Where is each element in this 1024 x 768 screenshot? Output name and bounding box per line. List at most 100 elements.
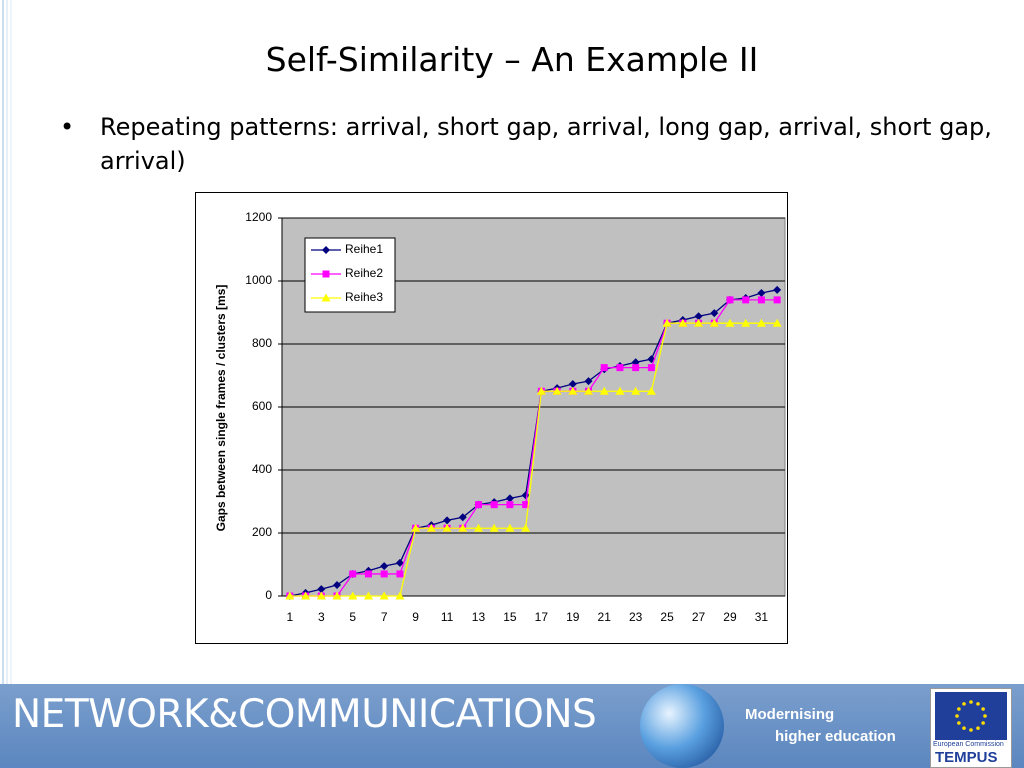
marker — [443, 516, 452, 525]
marker — [380, 562, 389, 571]
x-tick-label: 29 — [723, 610, 737, 624]
star — [983, 714, 987, 718]
x-tick-label: 3 — [318, 610, 325, 624]
marker — [505, 494, 514, 503]
legend-symbol — [322, 246, 330, 254]
marker — [710, 309, 719, 318]
y-tick-label: 0 — [265, 588, 272, 602]
marker — [349, 570, 357, 578]
x-tick-label: 23 — [629, 610, 643, 624]
legend-label: Reihe2 — [345, 266, 383, 280]
marker — [395, 558, 404, 567]
y-axis-title: Gaps between single frames / clusters [m… — [214, 285, 228, 532]
x-tick-label: 1 — [287, 610, 294, 624]
marker — [458, 523, 468, 532]
marker — [316, 591, 326, 600]
marker — [694, 312, 703, 321]
marker — [301, 591, 311, 600]
star — [981, 707, 985, 711]
marker — [379, 591, 389, 600]
y-tick-label: 200 — [252, 525, 272, 539]
x-tick-label: 17 — [535, 610, 549, 624]
marker — [725, 318, 735, 327]
marker — [490, 501, 498, 509]
marker — [773, 285, 782, 294]
x-tick-label: 11 — [441, 610, 454, 624]
tempus-logo: European Commission TEMPUS — [930, 688, 1012, 768]
footer-tagline: Modernising — [745, 706, 835, 723]
marker — [505, 523, 515, 532]
marker — [522, 501, 530, 509]
marker — [615, 386, 625, 395]
x-tick-label: 19 — [566, 610, 580, 624]
logo-name: TEMPUS — [935, 749, 998, 766]
marker — [333, 580, 342, 589]
x-tick-label: 15 — [503, 610, 517, 624]
y-tick-label: 400 — [252, 462, 272, 476]
marker — [599, 386, 609, 395]
marker — [380, 570, 388, 578]
slide-title: Self-Similarity – An Example II — [265, 40, 759, 79]
marker — [772, 318, 782, 327]
star — [976, 726, 980, 730]
marker — [458, 513, 467, 522]
marker — [757, 296, 765, 304]
marker — [568, 380, 577, 389]
x-tick-label: 27 — [692, 610, 706, 624]
marker — [631, 386, 641, 395]
x-tick-label: 9 — [412, 610, 419, 624]
footer: NETWORK&COMMUNICATIONS Modernising highe… — [0, 684, 1024, 768]
y-tick-label: 1200 — [245, 210, 272, 224]
marker — [396, 570, 404, 578]
marker — [364, 570, 372, 578]
x-tick-label: 13 — [472, 610, 486, 624]
marker — [756, 318, 766, 327]
marker — [757, 288, 766, 297]
x-tick-label: 7 — [381, 610, 388, 624]
y-tick-label: 800 — [252, 336, 272, 350]
star — [969, 728, 973, 732]
marker — [489, 523, 499, 532]
marker — [521, 523, 531, 532]
marker — [584, 386, 594, 395]
marker — [632, 364, 640, 372]
globe-icon — [640, 684, 724, 768]
marker — [584, 377, 593, 386]
eu-flag — [935, 692, 1007, 740]
marker — [773, 296, 781, 304]
star — [981, 721, 985, 725]
marker — [474, 501, 482, 509]
marker — [395, 591, 405, 600]
marker — [317, 585, 326, 594]
marker — [662, 318, 672, 327]
marker — [568, 386, 578, 395]
marker — [741, 318, 751, 327]
star — [962, 702, 966, 706]
star — [962, 726, 966, 730]
y-tick-label: 1000 — [245, 273, 272, 287]
star — [955, 714, 959, 718]
legend-marker — [322, 246, 330, 254]
marker — [552, 386, 562, 395]
star — [957, 721, 961, 725]
marker — [473, 523, 483, 532]
logo-caption: European Commission — [933, 741, 1004, 748]
footer-tagline: higher education — [775, 728, 896, 745]
marker — [411, 523, 421, 532]
legend-label: Reihe3 — [345, 290, 383, 304]
marker — [348, 591, 358, 600]
marker — [647, 364, 655, 372]
marker — [332, 591, 342, 600]
marker — [285, 591, 295, 600]
marker — [506, 501, 514, 509]
series-line — [289, 322, 778, 597]
marker — [726, 296, 734, 304]
legend-label: Reihe1 — [345, 242, 383, 256]
marker — [646, 386, 656, 395]
footer-brand: NETWORK&COMMUNICATIONS — [12, 692, 597, 737]
star — [976, 702, 980, 706]
marker — [536, 386, 546, 395]
star — [957, 707, 961, 711]
marker — [694, 318, 704, 327]
